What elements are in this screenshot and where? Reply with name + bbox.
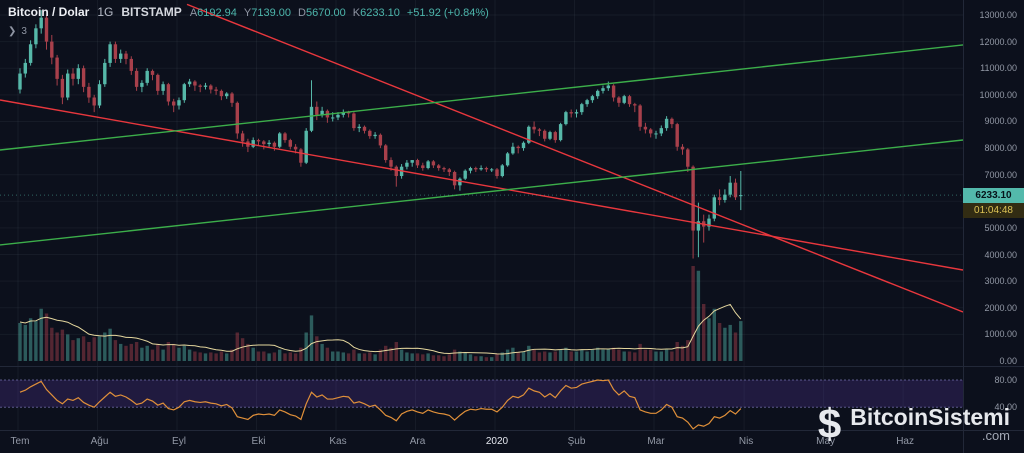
price-tick-label: 9000.00 [984,116,1017,127]
time-tick-label: Eyl [172,436,186,447]
trend-line-red-descending-steep[interactable] [186,3,963,313]
rsi-band [0,380,963,408]
price-tick-label: 8000.00 [984,143,1017,154]
time-tick-label: Şub [567,436,586,447]
bar-countdown-badge: 01:04:48 [963,203,1024,219]
time-tick-label: Kas [329,436,347,447]
price-tick-label: 2000.00 [984,302,1017,313]
chart-header: Bitcoin / Dolar 1G BITSTAMP A6192.94 Y71… [8,5,489,19]
rsi-line [19,379,742,430]
close-group: K6233.10 [353,7,400,19]
time-tick-label: Ağu [90,436,109,447]
trend-line-green-ascending-upper[interactable] [0,44,963,151]
ohlc-values: A6192.94 Y7139.00 D5670.00 K6233.10 +51.… [190,7,489,19]
high-label: Y [243,7,252,19]
close-value: 6233.10 [360,7,400,19]
volume-bars [18,266,743,361]
price-tick-label: 7000.00 [984,169,1017,180]
time-tick-label: Mar [647,436,665,447]
change-value: +51.92 (+0.84%) [406,7,489,19]
price-tick-label: 11000.00 [980,63,1017,74]
low-value: 5670.00 [305,7,346,19]
high-group: Y7139.00 [244,7,291,19]
symbol-name[interactable]: Bitcoin / Dolar [8,5,90,19]
candlesticks [18,10,743,259]
rsi-tick-label: 80.00 [994,375,1017,385]
time-tick-label: Ara [409,436,426,447]
price-tick-label: 0.00 [999,356,1017,366]
watermark-name: BitcoinSistemi [850,404,1010,430]
open-group: A6192.94 [190,7,237,19]
price-tick-label: 5000.00 [984,222,1017,233]
price-tick-label: 13000.00 [979,10,1017,20]
volume-ma-line [19,303,742,355]
rsi-tick-label: 40.00 [994,402,1017,413]
grid-lines [0,0,963,430]
time-tick-label: May [816,436,836,447]
time-tick-label: Eki [251,436,266,447]
time-tick-label: 2020 [485,436,509,447]
low-group: D5670.00 [298,7,346,19]
exchange-label: BITSTAMP [121,5,182,19]
watermark: $ BitcoinSistemi .com [817,400,1010,447]
chevron-right-icon: ❯ [8,26,17,37]
time-tick-label: Haz [896,436,914,447]
bitcoinsistemi-logo-icon: $ [817,400,842,447]
time-tick-label: Tem [10,436,30,447]
close-label: K [352,7,361,19]
high-value: 7139.00 [251,7,292,19]
object-count: 3 [21,26,27,37]
time-axis[interactable]: Tem Ağu Eyl Eki Kas Ara 2020 Şub Mar Nis May Haz [0,430,1024,453]
price-tick-label: 1000.00 [984,329,1017,340]
price-tick-label: 3000.00 [984,276,1017,287]
open-label: A [189,7,198,19]
low-label: D [298,7,306,19]
object-tree-indicator[interactable]: ❯ 3 [8,26,27,37]
time-tick-label: Nis [738,436,754,447]
trend-line-green-ascending-lower[interactable] [0,139,963,246]
price-tick-label: 4000.00 [984,249,1017,260]
interval-label[interactable]: 1G [97,5,114,19]
price-tick-label: 10000.00 [979,89,1017,100]
open-value: 6192.94 [197,7,237,19]
price-tick-label: 12000.00 [979,36,1017,47]
price-axis[interactable]: 13000.00 12000.00 11000.00 10000.00 9000.00 8… [963,0,1024,453]
last-price-badge: 6233.10 [963,188,1024,204]
trend-line-red-descending-upper[interactable] [0,99,963,271]
rsi-pane [0,379,963,430]
plot-area [0,3,963,361]
watermark-tld: .com [981,428,1010,443]
